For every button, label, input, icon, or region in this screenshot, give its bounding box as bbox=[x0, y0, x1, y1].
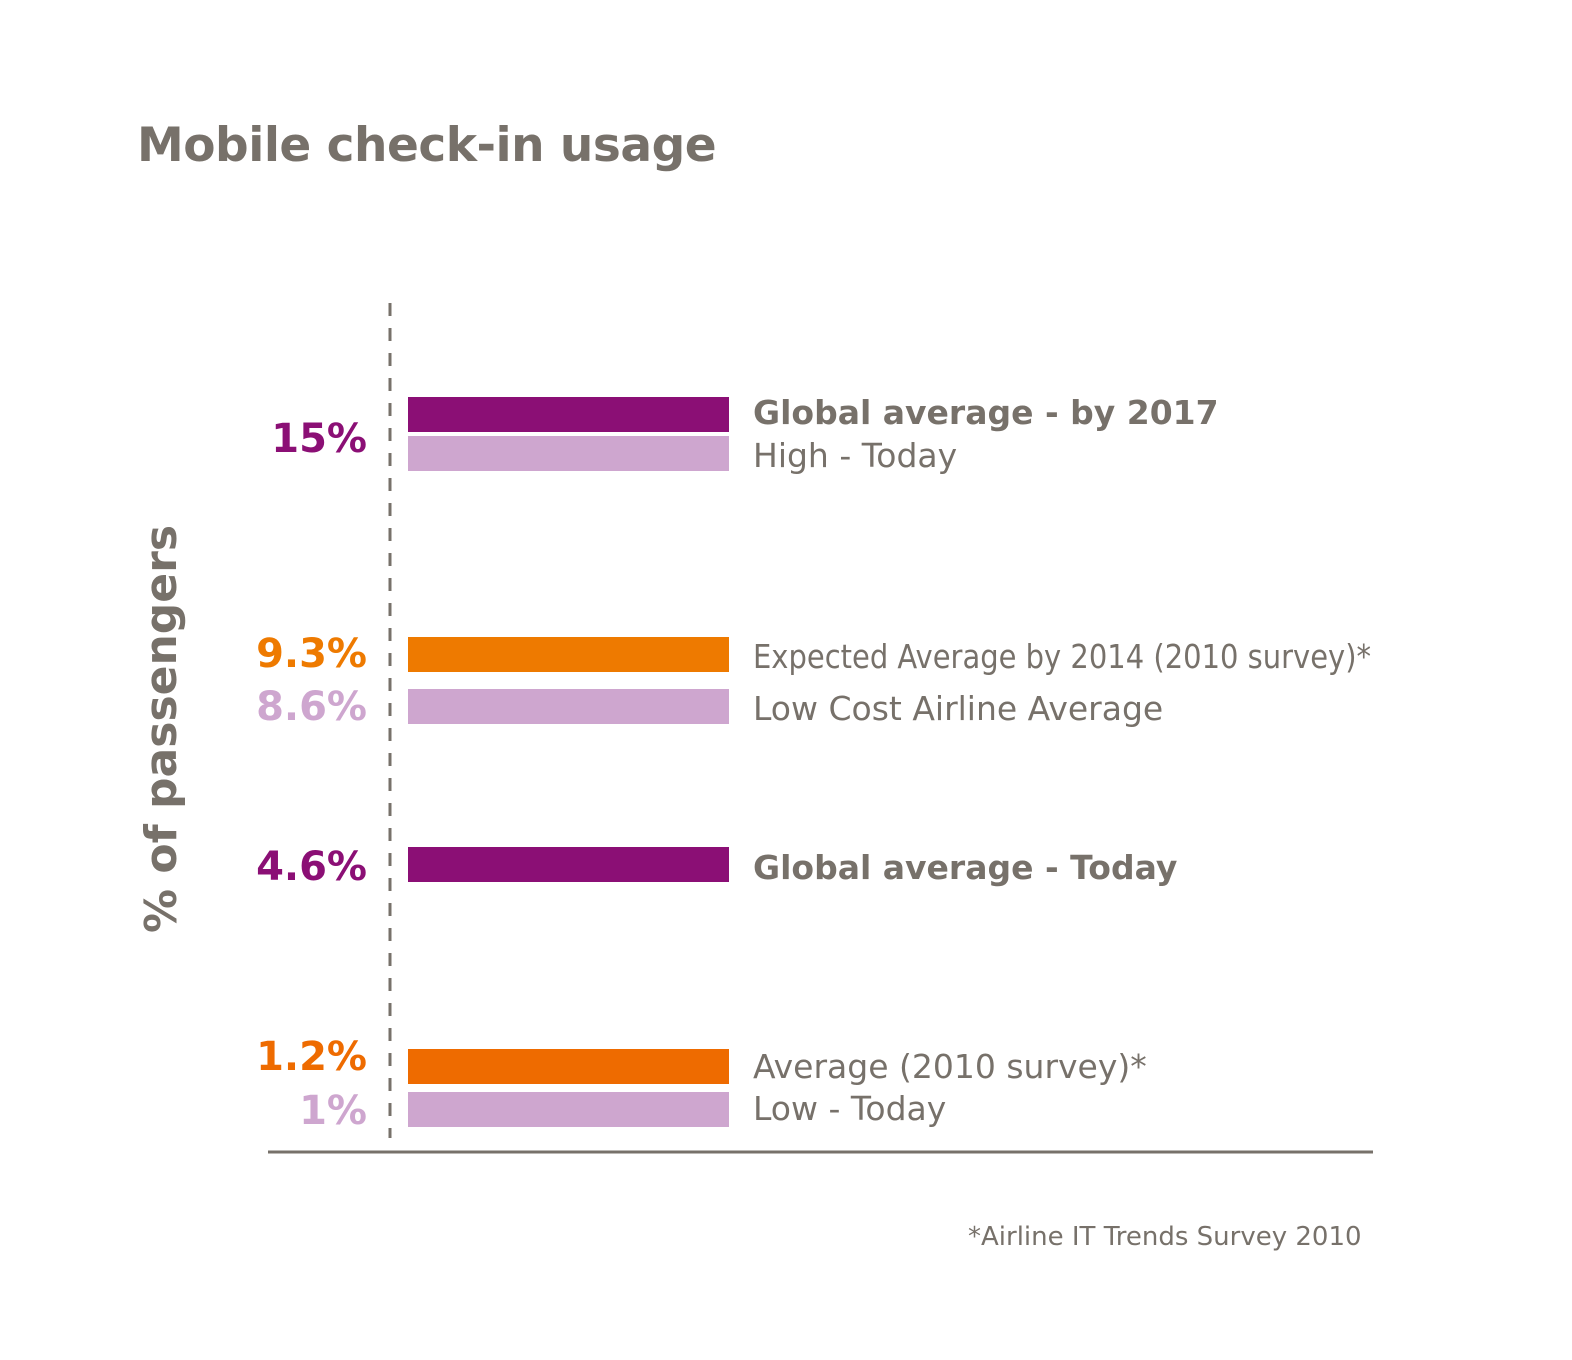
bar-label-6: Average (2010 survey)* bbox=[753, 1047, 1147, 1086]
bar-5 bbox=[408, 847, 729, 882]
bar-3 bbox=[408, 637, 729, 672]
value-label-2: 9.3% bbox=[256, 631, 367, 677]
bar-label-1: Global average - by 2017 bbox=[753, 393, 1219, 432]
bar-2 bbox=[408, 436, 729, 471]
bar-label-7: Low - Today bbox=[753, 1089, 946, 1128]
value-label-6: 1% bbox=[299, 1088, 367, 1134]
value-label-1: 15% bbox=[271, 416, 367, 462]
bar-6 bbox=[408, 1049, 729, 1084]
bar-label-3: Expected Average by 2014 (2010 survey)* bbox=[753, 637, 1371, 676]
bar-label-4: Low Cost Airline Average bbox=[753, 689, 1163, 728]
value-label-5: 1.2% bbox=[256, 1034, 367, 1080]
bar-label-5: Global average - Today bbox=[753, 848, 1177, 887]
value-label-4: 4.6% bbox=[256, 844, 367, 890]
bar-4 bbox=[408, 689, 729, 724]
bar-1 bbox=[408, 397, 729, 432]
bar-label-2: High - Today bbox=[753, 436, 957, 475]
y-axis-label: % of passengers bbox=[136, 525, 187, 933]
chart-title: Mobile check-in usage bbox=[137, 118, 717, 173]
footnote: *Airline IT Trends Survey 2010 bbox=[968, 1222, 1362, 1252]
bar-7 bbox=[408, 1092, 729, 1127]
value-label-3: 8.6% bbox=[256, 684, 367, 730]
